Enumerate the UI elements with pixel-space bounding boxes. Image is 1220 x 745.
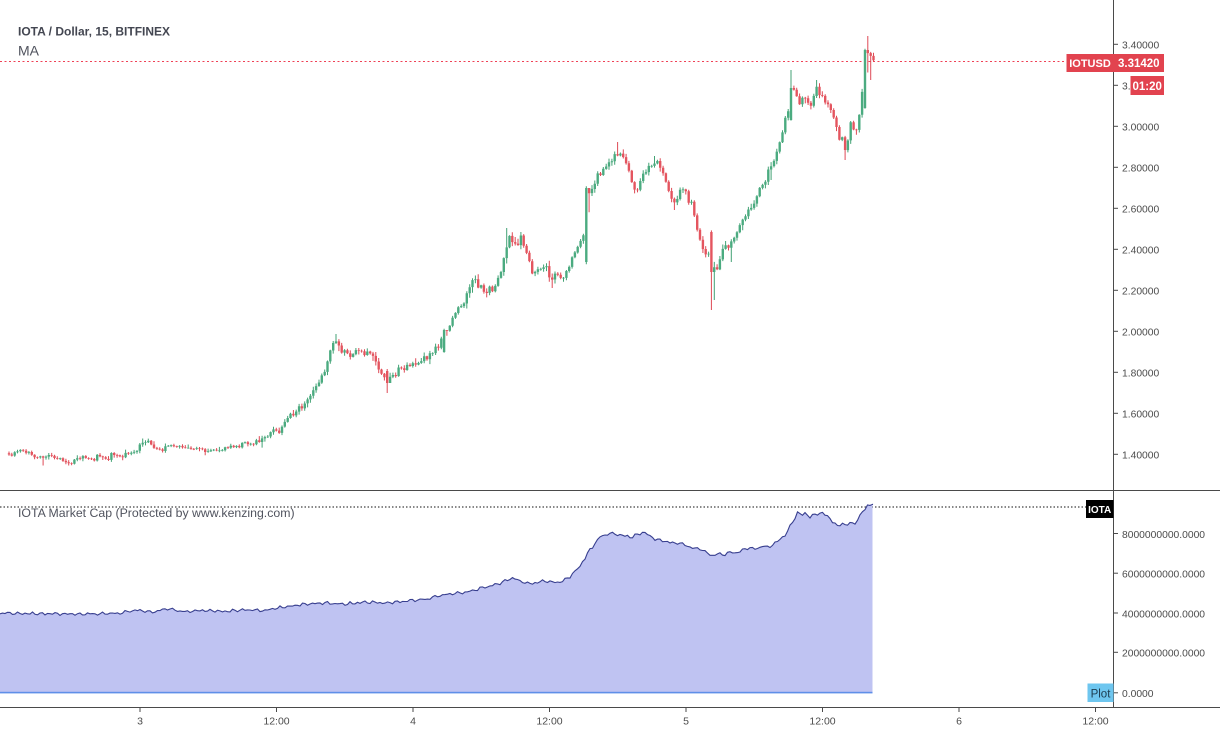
svg-text:6000000000.0000: 6000000000.0000 (1122, 570, 1205, 581)
svg-text:IOTA Market Cap (Protected by: IOTA Market Cap (Protected by www.kenzin… (18, 506, 295, 520)
svg-text:12:00: 12:00 (263, 715, 289, 727)
svg-text:1.40000: 1.40000 (1122, 451, 1159, 462)
svg-text:12:00: 12:00 (536, 715, 562, 727)
svg-text:1.80000: 1.80000 (1122, 369, 1159, 380)
svg-text:0.0000: 0.0000 (1122, 689, 1154, 700)
svg-text:6: 6 (956, 715, 962, 727)
svg-text:3.00000: 3.00000 (1122, 123, 1159, 134)
svg-text:2.80000: 2.80000 (1122, 164, 1159, 175)
svg-text:Plot: Plot (1091, 689, 1112, 701)
svg-text:3: 3 (137, 715, 143, 727)
svg-text:8000000000.0000: 8000000000.0000 (1122, 530, 1205, 541)
svg-text:IOTUSD: IOTUSD (1069, 58, 1111, 70)
svg-text:3.40000: 3.40000 (1122, 41, 1159, 52)
svg-text:5: 5 (683, 715, 689, 727)
svg-text:1.60000: 1.60000 (1122, 410, 1159, 421)
svg-text:IOTA / Dollar, 15, BITFINEX: IOTA / Dollar, 15, BITFINEX (18, 25, 170, 39)
svg-text:2.40000: 2.40000 (1122, 246, 1159, 257)
svg-text:2.60000: 2.60000 (1122, 205, 1159, 216)
svg-text:IOTA: IOTA (1088, 505, 1111, 516)
svg-text:3.31420: 3.31420 (1118, 58, 1160, 70)
svg-text:2.00000: 2.00000 (1122, 328, 1159, 339)
svg-text:MA: MA (18, 43, 40, 59)
svg-text:2.20000: 2.20000 (1122, 287, 1159, 298)
svg-text:12:00: 12:00 (1082, 715, 1108, 727)
svg-text:4: 4 (410, 715, 416, 727)
svg-text:2000000000.0000: 2000000000.0000 (1122, 649, 1205, 660)
svg-text:12:00: 12:00 (809, 715, 835, 727)
svg-text:4000000000.0000: 4000000000.0000 (1122, 609, 1205, 620)
svg-text:01:20: 01:20 (1132, 81, 1161, 93)
